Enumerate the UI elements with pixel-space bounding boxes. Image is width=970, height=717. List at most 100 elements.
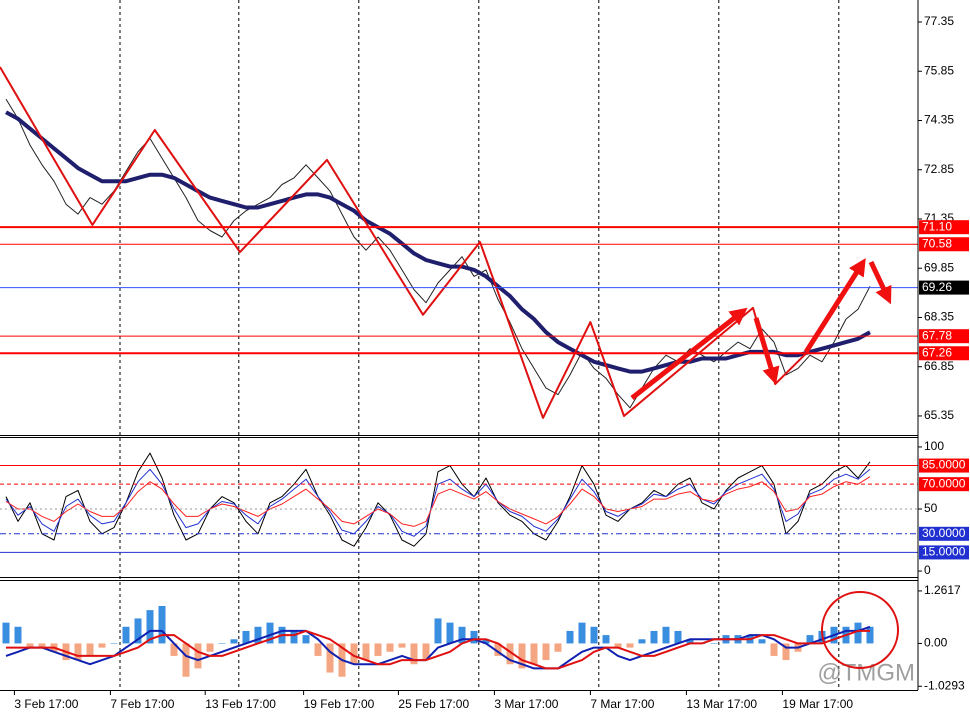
series-line [5,452,871,547]
histogram-bar [602,635,610,644]
level-label: 30.0000 [922,526,966,540]
watermark: @TMGM [817,659,915,686]
y-tick-label: 0 [924,563,931,577]
histogram-bar [290,630,298,644]
level-label: 69.26 [922,280,952,294]
histogram-bar [98,643,106,648]
histogram-bar [614,643,622,648]
histogram-bar [242,630,250,644]
histogram-bar [194,643,202,669]
series-line [6,629,870,670]
histogram-bar [506,643,514,665]
level-label-box [919,280,969,295]
histogram-bar [386,643,394,652]
histogram-bar [638,639,646,644]
annotations [630,258,892,400]
histogram-bar [134,618,142,644]
y-tick-label: 75.85 [924,63,954,77]
histogram-bar [218,643,226,644]
x-tick-label: 13 Mar 17:00 [686,697,757,711]
level-label: 71.10 [922,219,952,233]
level-label-box [919,237,969,252]
histogram-bar [590,626,598,644]
highlight-circle [821,591,899,669]
histogram-bar [326,643,334,673]
arrow [803,258,866,354]
histogram-bar [410,643,418,665]
histogram-bar [350,643,358,665]
series-line [0,66,809,419]
histogram-bar [626,643,634,648]
histogram-bar [662,626,670,644]
histogram-bar [494,643,502,656]
y-tick-label: 74.35 [924,113,954,127]
y-tick-label: 0.00 [924,636,948,650]
x-tick-label: 3 Mar 17:00 [494,697,558,711]
histogram-bar [434,618,442,644]
histogram-bar [254,626,262,644]
histogram-bar [422,643,430,661]
histogram-bar [38,643,46,648]
histogram-bar [554,643,562,652]
x-tick-label: 7 Feb 17:00 [110,697,174,711]
histogram-bar [302,635,310,644]
histogram-bar [650,630,658,644]
y-tick-label: 65.35 [924,408,954,422]
level-label-box [919,329,969,344]
histogram-bar [470,630,478,644]
series-line [5,476,871,527]
histogram-bar [482,639,490,644]
histogram-bar [770,643,778,656]
y-tick-label: 50 [924,501,938,515]
arrow [753,317,780,385]
histogram-bar [2,622,10,644]
level-label: 15.0000 [922,545,966,559]
histogram-bar [458,626,466,644]
histogram-bar [206,643,214,652]
level-label-box [919,220,969,235]
y-tick-label: -1.0293 [924,678,965,692]
histogram-bar [542,643,550,661]
histogram-bar [782,643,790,661]
level-label-box [919,526,969,541]
y-tick-label: 72.85 [924,162,954,176]
level-label: 85.0000 [922,458,966,472]
level-label: 67.78 [922,328,952,342]
histogram-bar [578,622,586,644]
y-tick-label: 100 [924,439,944,453]
histogram-bar [26,643,34,648]
x-tick-label: 13 Feb 17:00 [205,697,276,711]
x-tick-label: 3 Feb 17:00 [14,697,78,711]
frame [0,0,919,691]
histogram-bar [518,643,526,669]
histogram-bar [314,643,322,656]
histogram-bar [362,643,370,661]
histogram-bar [182,643,190,677]
x-tick-label: 7 Mar 17:00 [590,697,654,711]
level-label-box [919,477,969,492]
histogram-bar [266,622,274,644]
histogram-bar [854,622,862,644]
arrow [868,260,892,305]
y-tick-label: 68.35 [924,310,954,324]
histogram-bar [806,635,814,644]
histogram-bar [566,630,574,644]
y-tick-label: 1.2617 [924,583,961,597]
x-tick-label: 19 Mar 17:00 [782,697,853,711]
histogram-bar [758,639,766,644]
x-tick-label: 19 Feb 17:00 [304,697,375,711]
histogram-bar [686,639,694,644]
level-label: 70.58 [922,236,952,250]
x-tick-label: 25 Feb 17:00 [398,697,469,711]
level-label-box [919,545,969,560]
histogram-bar [710,643,718,644]
histogram-bar [158,605,166,644]
arrow [630,307,748,400]
histogram-bar [170,643,178,656]
histogram-bar [122,626,130,644]
level-label: 70.0000 [922,476,966,490]
y-tick-label: 77.35 [924,14,954,28]
level-label-box [919,346,969,361]
